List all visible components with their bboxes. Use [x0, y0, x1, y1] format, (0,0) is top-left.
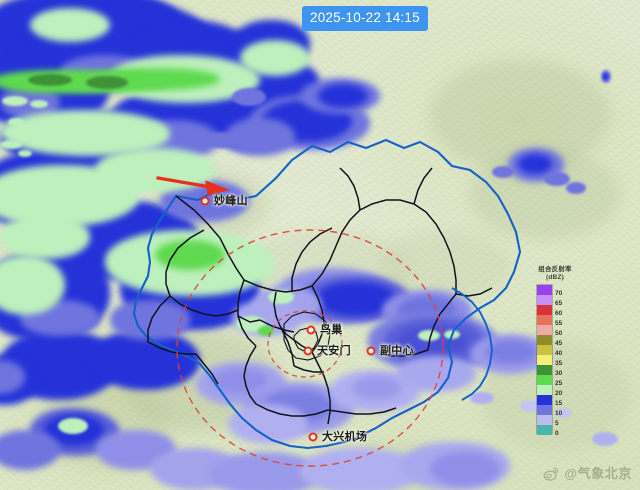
marker-label-tiananmen: 天安门: [317, 345, 351, 357]
legend-tick-5: 5: [555, 419, 559, 427]
legend-swatch-35: [537, 355, 552, 365]
legend-tick-35: 35: [555, 359, 563, 367]
legend-swatch-0: [537, 425, 552, 435]
legend-swatch-20: [537, 385, 552, 395]
legend-swatch-60: [537, 305, 552, 315]
legend-swatch-70: [537, 285, 552, 295]
legend-swatch-30: [537, 365, 552, 375]
legend-tick-55: 55: [555, 319, 563, 327]
legend-swatch-50: [537, 325, 552, 335]
legend-swatch-65: [537, 295, 552, 305]
legend-tick-10: 10: [555, 409, 563, 417]
legend-tick-65: 65: [555, 299, 563, 307]
marker-niaochao[interactable]: [306, 325, 316, 335]
legend-tick-30: 30: [555, 369, 563, 377]
timestamp-badge: 2025-10-22 14:15: [302, 6, 428, 31]
marker-label-fuzhongxin: 副中心: [380, 345, 414, 357]
reflectivity-legend: 组合反射率 (dBZ) 70 65 60 55 50 45 40 35 30 25 20 15 10 5 0: [527, 266, 583, 436]
legend-tick-15: 15: [555, 399, 563, 407]
marker-label-niaochao: 鸟巢: [320, 324, 343, 336]
legend-tick-45: 45: [555, 339, 563, 347]
marker-tiananmen[interactable]: [303, 346, 313, 356]
legend-swatch-5: [537, 415, 552, 425]
legend-title-line2: (dBZ): [546, 273, 564, 281]
legend-swatch-45: [537, 335, 552, 345]
legend-title-line1: 组合反射率: [538, 266, 572, 273]
weibo-logo-icon: [543, 467, 559, 481]
legend-body: 70 65 60 55 50 45 40 35 30 25 20 15 10 5 0: [527, 284, 583, 436]
legend-tick-20: 20: [555, 389, 563, 397]
marker-label-daxing-airport: 大兴机场: [322, 431, 368, 443]
legend-tick-60: 60: [555, 309, 563, 317]
legend-tick-40: 40: [555, 349, 563, 357]
marker-label-miaofengshan: 妙峰山: [214, 195, 248, 207]
legend-tick-50: 50: [555, 329, 563, 337]
legend-tick-0: 0: [555, 429, 559, 437]
marker-fuzhongxin[interactable]: [366, 346, 376, 356]
legend-tick-70: 70: [555, 289, 563, 297]
legend-swatch-15: [537, 395, 552, 405]
marker-miaofengshan[interactable]: [200, 196, 210, 206]
watermark-text: @气象北京: [564, 466, 632, 481]
watermark: @气象北京: [543, 465, 632, 482]
legend-colorbar: [536, 284, 553, 435]
legend-swatch-40: [537, 345, 552, 355]
legend-swatch-25: [537, 375, 552, 385]
legend-swatch-10: [537, 405, 552, 415]
legend-swatch-55: [537, 315, 552, 325]
marker-daxing-airport[interactable]: [308, 432, 318, 442]
legend-tick-25: 25: [555, 379, 563, 387]
